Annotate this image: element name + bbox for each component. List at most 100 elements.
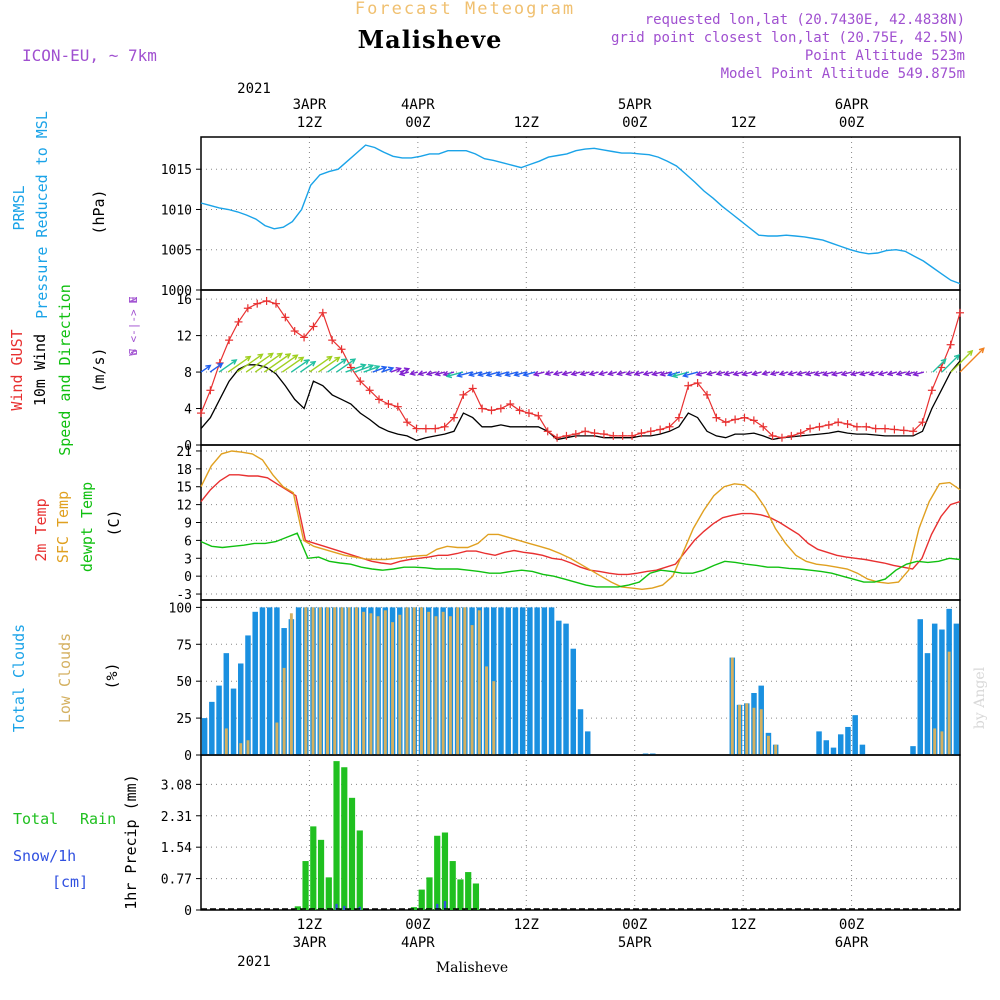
clouds-ytick: 25: [176, 712, 192, 727]
wind-arrow: [805, 371, 816, 376]
compass-s: S: [127, 349, 140, 356]
total-cloud-bar: [563, 623, 569, 755]
wind-arrow: [797, 371, 807, 376]
wind-arrowhead: [205, 364, 212, 371]
bottom-axis-hour: 00Z: [839, 917, 864, 933]
wind-arrowhead: [231, 359, 238, 365]
wind-arrowhead: [522, 371, 529, 378]
rain-bar: [317, 839, 325, 910]
wind-ytick: 16: [176, 293, 192, 308]
wind-arrow: [200, 364, 211, 373]
wind-arrow: [562, 371, 572, 376]
total-cloud-bar: [556, 620, 562, 755]
wind-arrowhead: [741, 370, 748, 377]
wind-arrowhead: [285, 353, 292, 359]
wind-arrowhead: [579, 370, 586, 377]
rain-bar: [472, 883, 480, 910]
wind-arrowhead: [504, 371, 511, 378]
total-cloud-bar: [837, 734, 844, 755]
requested-coords: requested lon,lat (20.7430E, 42.4838N): [645, 12, 965, 28]
cloud-labels: Total Clouds Low Clouds (%): [10, 624, 121, 732]
wind-arrow: [696, 371, 708, 376]
pressure-ytick: 1010: [161, 203, 192, 218]
rain-bar: [418, 889, 425, 910]
wind-arrowhead: [417, 370, 424, 377]
low-cloud-bar: [304, 607, 308, 755]
snow-unit: [cm]: [52, 873, 88, 891]
panels: 10001005101010150481216-3036912151821025…: [161, 136, 985, 919]
wind-arrowhead: [682, 371, 689, 378]
temperature-ytick: 9: [184, 517, 192, 532]
dewpt-label: dewpt Temp: [78, 482, 96, 572]
wind-arrowhead: [723, 370, 730, 377]
bottom-axis-hour: 12Z: [297, 917, 322, 933]
t2m-label: 2m Temp: [32, 498, 50, 561]
low-cloud-bar: [947, 651, 951, 755]
low-cloud-bar: [485, 666, 488, 755]
wind-arrowhead: [360, 363, 367, 370]
wind-arrow: [733, 371, 744, 376]
precip-ytick: 2.31: [161, 810, 192, 825]
low-cloud-bar: [333, 607, 337, 755]
total-cloud-bar: [505, 607, 511, 755]
snow-bar: [335, 903, 338, 910]
top-axis-day: 4APR: [401, 97, 435, 113]
temperature-ytick: 21: [176, 445, 192, 460]
pressure-ytick: 1000: [161, 284, 192, 299]
precip-panel: 0 0.77 1.54 2.31 3.08: [161, 754, 961, 919]
wind-arrowhead: [398, 370, 406, 377]
wind-arrow: [514, 371, 527, 376]
wind-arrowhead: [477, 371, 484, 378]
wind-arrowhead: [912, 370, 919, 377]
bottom-year: 2021: [237, 954, 271, 970]
bottom-axis-hour: 00Z: [622, 917, 647, 933]
wind-arrow: [427, 371, 437, 376]
wind-arrowhead: [651, 370, 658, 377]
total-cloud-bar: [823, 740, 830, 755]
precip-frame: [200, 754, 961, 911]
compass-we: W <-|-> E: [127, 296, 140, 356]
wind-arrow: [399, 368, 410, 373]
total-cloud-bar: [845, 726, 851, 755]
bottom-axis-day: 4APR: [401, 935, 435, 951]
gust-line: [200, 300, 961, 439]
top-axis-hour: 00Z: [839, 115, 864, 131]
wind-arrow: [905, 371, 916, 376]
wind-arrow: [660, 371, 672, 376]
wind-arrowhead: [607, 370, 614, 377]
total-clouds-label: Total Clouds: [10, 624, 28, 732]
wind-arrow: [534, 371, 545, 376]
wind-arrowhead: [513, 371, 520, 378]
total-cloud-bar: [924, 653, 931, 755]
rain-bar: [325, 877, 332, 910]
total-cloud-bar: [498, 607, 504, 755]
total-cloud-bar: [570, 648, 577, 755]
wind-arrowhead: [625, 370, 632, 377]
low-cloud-bar: [745, 703, 749, 755]
top-axis: 3APR 12Z 4APR 00Z 12Z 5APR 00Z 12Z 6APR 00Z: [293, 97, 869, 131]
wind-arrow: [272, 354, 298, 373]
wind-arrowhead: [659, 370, 666, 377]
total-cloud-bar: [230, 688, 237, 755]
wind-arrow: [263, 353, 291, 373]
low-clouds-label: Low Clouds: [56, 633, 74, 723]
low-cloud-bar: [391, 622, 395, 755]
wind-arrowhead: [953, 354, 960, 361]
low-cloud-bar: [940, 731, 944, 755]
wind-arrowhead: [895, 370, 903, 377]
wind-ytick: 4: [184, 403, 192, 418]
wind-arrow: [236, 353, 263, 373]
wind-arrow: [505, 371, 518, 376]
snow-bar: [343, 905, 346, 910]
wind-ytick: 0: [184, 439, 192, 454]
wind-arrowhead: [267, 352, 274, 359]
top-axis-day: 5APR: [618, 97, 652, 113]
temperature-ytick: 6: [184, 534, 192, 549]
wind-arrow: [724, 371, 735, 376]
top-axis-day: 6APR: [835, 97, 869, 113]
low-cloud-bar: [369, 613, 373, 755]
temperature-ytick: 18: [176, 463, 192, 478]
wind-10m-label: 10m Wind: [31, 334, 49, 406]
wind-arrowhead: [367, 363, 375, 370]
